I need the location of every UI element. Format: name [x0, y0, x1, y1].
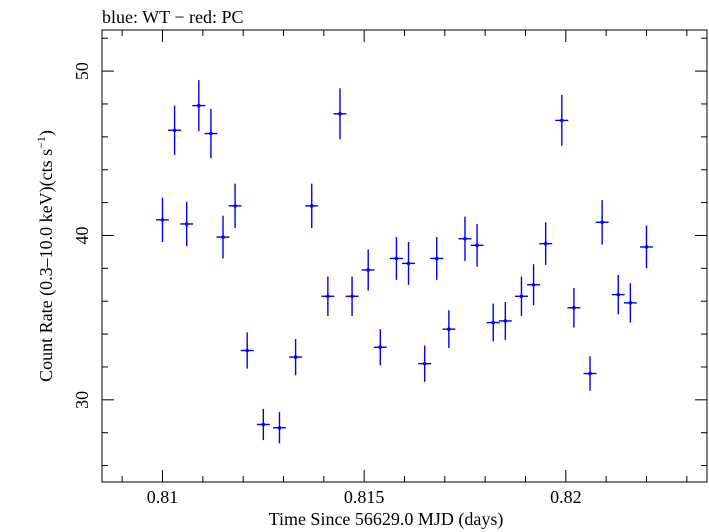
- data-point: [192, 80, 206, 132]
- data-point: [470, 223, 484, 267]
- point-marker: [628, 301, 633, 305]
- y-tick-label: 40: [72, 226, 92, 244]
- data-point: [305, 183, 319, 229]
- data-point: [527, 264, 541, 306]
- data-point: [486, 303, 500, 342]
- point-marker: [378, 345, 383, 350]
- data-point: [333, 88, 347, 140]
- data-point: [240, 332, 254, 369]
- point-marker: [543, 241, 548, 246]
- data-point: [567, 288, 581, 328]
- data-point: [361, 249, 375, 291]
- y-tick-label: 50: [72, 62, 92, 80]
- x-tick-label: 0.81: [147, 487, 179, 507]
- point-marker: [447, 327, 451, 331]
- y-axis-label: Count Rate (0.3–10.0 keV)(cts s−1): [34, 130, 57, 382]
- data-point: [345, 276, 359, 316]
- data-point: [458, 216, 472, 261]
- point-marker: [422, 361, 427, 366]
- point-marker: [572, 305, 576, 310]
- data-point: [168, 105, 182, 155]
- point-marker: [293, 355, 298, 359]
- point-marker: [463, 236, 467, 241]
- data-point: [273, 412, 286, 444]
- data-point: [539, 222, 553, 266]
- point-marker: [406, 261, 411, 266]
- point-marker: [277, 425, 282, 430]
- point-marker: [600, 220, 604, 225]
- point-marker: [588, 371, 592, 376]
- point-marker: [519, 294, 524, 299]
- axis-ticks: [102, 30, 707, 482]
- data-point: [442, 310, 456, 349]
- x-axis-label: Time Since 56629.0 MJD (days): [269, 509, 504, 530]
- point-marker: [245, 348, 249, 353]
- data-point: [256, 408, 270, 441]
- point-marker: [394, 256, 399, 261]
- point-marker: [221, 235, 225, 239]
- point-marker: [326, 294, 330, 299]
- point-marker: [160, 218, 165, 222]
- data-point: [321, 276, 335, 316]
- data-point: [611, 274, 625, 315]
- data-point: [430, 237, 444, 280]
- data-point: [640, 225, 653, 269]
- data-point: [204, 108, 218, 159]
- y-tick-label: 30: [72, 391, 92, 409]
- point-marker: [309, 204, 314, 208]
- x-tick-label: 0.815: [344, 487, 385, 507]
- axis-tick-labels: 0.81 0.815 0.82 30 40 50: [72, 62, 582, 507]
- data-point: [289, 339, 303, 376]
- data-points: [156, 80, 653, 444]
- data-point: [216, 215, 230, 259]
- point-marker: [503, 319, 508, 323]
- data-point: [583, 356, 597, 391]
- data-point: [228, 183, 242, 229]
- y-axis-label-close: ): [36, 130, 57, 136]
- data-point: [595, 200, 609, 245]
- point-marker: [350, 294, 354, 299]
- point-marker: [366, 268, 371, 272]
- point-marker: [616, 292, 621, 297]
- point-marker: [491, 320, 496, 325]
- y-axis-label-main: Count Rate (0.3–10.0 keV)(cts s: [36, 149, 57, 382]
- data-point: [389, 237, 403, 280]
- data-point: [555, 94, 569, 146]
- point-marker: [172, 128, 177, 133]
- chart-title: blue: WT − red: PC: [102, 7, 243, 27]
- point-marker: [261, 422, 266, 427]
- data-point: [515, 276, 528, 316]
- point-marker: [475, 243, 479, 248]
- point-marker: [197, 103, 201, 108]
- data-point: [498, 302, 512, 340]
- point-marker: [560, 118, 564, 123]
- point-marker: [434, 256, 439, 261]
- point-marker: [338, 112, 342, 116]
- data-point: [418, 345, 432, 382]
- point-marker: [531, 282, 536, 287]
- data-point: [156, 197, 169, 243]
- point-marker: [184, 222, 189, 226]
- plot-frame: [101, 29, 708, 483]
- data-point: [402, 242, 415, 285]
- point-marker: [644, 245, 649, 249]
- x-tick-label: 0.82: [550, 487, 582, 507]
- data-point: [180, 201, 194, 247]
- y-axis-label-exponent: −1: [34, 136, 48, 149]
- data-point: [373, 329, 387, 366]
- point-marker: [209, 131, 213, 136]
- data-point: [623, 283, 637, 323]
- point-marker: [233, 204, 237, 208]
